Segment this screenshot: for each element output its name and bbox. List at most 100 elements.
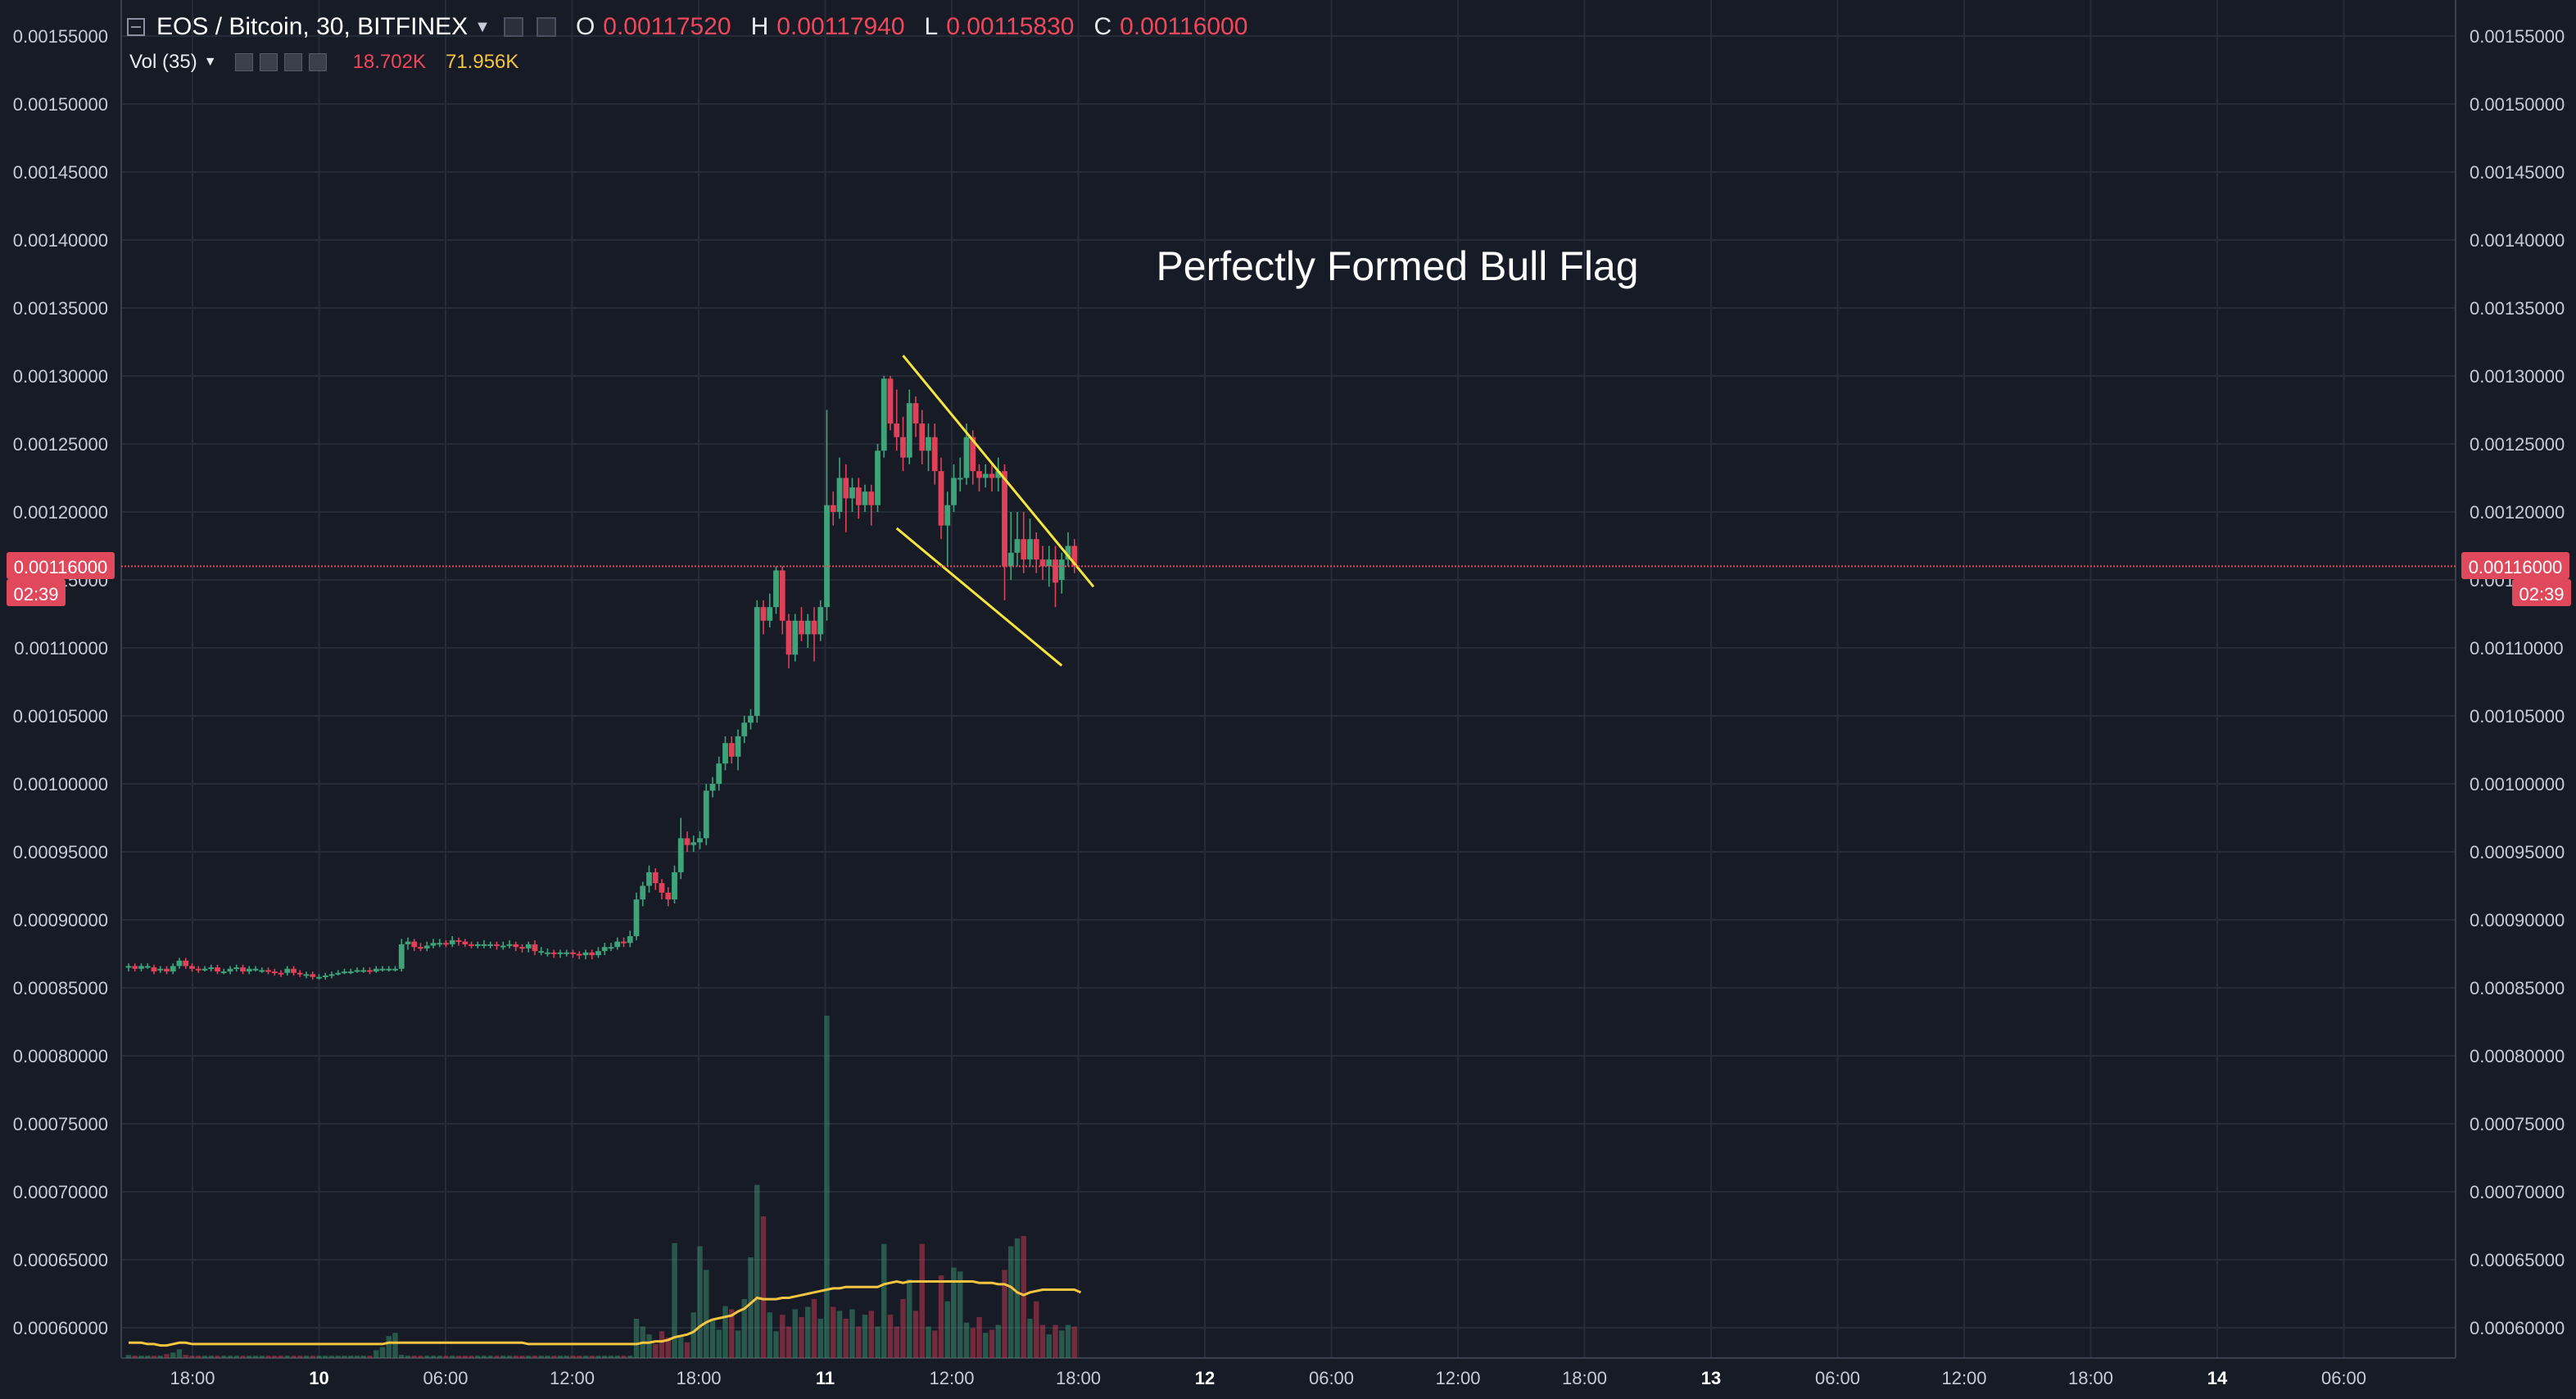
y-tick-label-left: 0.00155000 bbox=[13, 26, 108, 47]
candle bbox=[881, 376, 887, 458]
add-icon[interactable] bbox=[284, 53, 302, 71]
volume-bar bbox=[1059, 1330, 1064, 1358]
candle-body bbox=[247, 969, 252, 971]
candle-body bbox=[621, 942, 627, 944]
y-tick-label-left: 0.00135000 bbox=[13, 298, 108, 319]
candle-body bbox=[272, 971, 278, 973]
candle-body bbox=[278, 973, 284, 975]
volume-bar bbox=[831, 1307, 835, 1358]
volume-bar bbox=[888, 1315, 893, 1358]
volume-bar bbox=[234, 1356, 239, 1358]
chart-annotation: Perfectly Formed Bull Flag bbox=[1156, 243, 1638, 289]
candle-body bbox=[1021, 539, 1026, 559]
candle-body bbox=[685, 838, 690, 844]
candle bbox=[704, 784, 709, 845]
candle-body bbox=[355, 970, 360, 971]
y-tick-label-right: 0.00140000 bbox=[2470, 230, 2565, 251]
volume-bar bbox=[786, 1327, 791, 1358]
volume-indicator-label[interactable]: Vol (35) bbox=[129, 51, 197, 74]
candle-body bbox=[913, 403, 919, 423]
close-icon[interactable] bbox=[309, 53, 327, 71]
volume-bar bbox=[412, 1356, 417, 1358]
volume-bar bbox=[913, 1311, 918, 1358]
candle-body bbox=[659, 883, 665, 893]
candle-body bbox=[831, 505, 836, 512]
volume-bar bbox=[126, 1355, 131, 1358]
volume-bar bbox=[494, 1356, 499, 1358]
candle-body bbox=[786, 621, 792, 655]
volume-ma-value: 71.956K bbox=[446, 51, 518, 74]
candle-body bbox=[221, 971, 227, 973]
volume-bar bbox=[849, 1309, 854, 1358]
volume-bar bbox=[158, 1356, 163, 1358]
eye-icon[interactable] bbox=[235, 53, 253, 71]
y-tick-label-left: 0.00120000 bbox=[13, 502, 108, 523]
volume-bar bbox=[1027, 1319, 1032, 1358]
y-tick-label-right: 0.00075000 bbox=[2470, 1114, 2565, 1134]
collapse-icon[interactable] bbox=[127, 18, 145, 36]
volume-bar bbox=[310, 1356, 315, 1358]
eye-icon[interactable] bbox=[504, 17, 523, 37]
volume-legend[interactable]: Vol (35) ▼ 18.702K 71.956K bbox=[129, 51, 518, 74]
candle-body bbox=[678, 838, 684, 872]
candle-body bbox=[919, 423, 925, 450]
chevron-down-icon[interactable]: ▼ bbox=[204, 55, 217, 70]
candle-body bbox=[767, 607, 772, 621]
symbol-title[interactable]: EOS / Bitcoin, 30, BITFINEX bbox=[156, 13, 468, 41]
x-tick-label: 14 bbox=[2207, 1368, 2228, 1388]
candle-body bbox=[443, 943, 449, 944]
volume-bar bbox=[380, 1347, 385, 1358]
candle-body bbox=[367, 970, 373, 971]
volume-bar bbox=[285, 1356, 290, 1358]
volume-bar bbox=[469, 1356, 473, 1358]
x-tick-label: 13 bbox=[1701, 1368, 1721, 1388]
x-tick-label: 10 bbox=[309, 1368, 328, 1388]
candle-body bbox=[748, 716, 754, 722]
candle-body bbox=[126, 966, 132, 967]
candle-body bbox=[976, 471, 982, 478]
volume-bar bbox=[793, 1309, 798, 1358]
y-tick-label-right: 0.00145000 bbox=[2470, 162, 2565, 183]
candle-body bbox=[386, 969, 392, 971]
candle-body bbox=[411, 942, 417, 948]
volume-bar bbox=[475, 1356, 480, 1358]
high-value: 0.00117940 bbox=[776, 13, 904, 41]
candle-body bbox=[894, 423, 899, 437]
x-tick-label: 18:00 bbox=[170, 1368, 215, 1388]
volume-bar bbox=[392, 1333, 397, 1358]
candle-body bbox=[944, 505, 950, 526]
candle-body bbox=[240, 967, 246, 971]
chevron-down-icon[interactable]: ▼ bbox=[474, 18, 491, 37]
candle-body bbox=[342, 971, 347, 973]
volume-bar bbox=[272, 1356, 277, 1358]
volume-bar bbox=[247, 1356, 251, 1358]
volume-bar bbox=[958, 1271, 962, 1358]
candle-body bbox=[939, 471, 944, 525]
gear-icon[interactable] bbox=[260, 53, 278, 71]
candle-body bbox=[500, 946, 506, 948]
volume-bar bbox=[215, 1356, 220, 1358]
candle-body bbox=[437, 943, 442, 944]
candle-body bbox=[640, 886, 645, 900]
volume-bar bbox=[646, 1334, 651, 1358]
candle-body bbox=[1046, 559, 1052, 566]
volume-bar bbox=[177, 1349, 182, 1358]
y-tick-label-left: 0.00065000 bbox=[13, 1250, 108, 1270]
candle-body bbox=[868, 491, 874, 505]
volume-bar bbox=[570, 1356, 575, 1358]
candle-body bbox=[856, 487, 862, 505]
volume-bar bbox=[209, 1356, 214, 1358]
candle-body bbox=[132, 966, 138, 968]
gear-icon[interactable] bbox=[536, 17, 556, 37]
y-tick-label-left: 0.00110000 bbox=[14, 638, 108, 659]
symbol-legend[interactable]: EOS / Bitcoin, 30, BITFINEX ▼ O0.0011752… bbox=[127, 13, 1247, 41]
volume-bar bbox=[164, 1354, 169, 1358]
candle bbox=[754, 600, 760, 722]
candle-body bbox=[329, 974, 335, 976]
x-tick-label: 18:00 bbox=[1562, 1368, 1607, 1388]
volume-bar bbox=[418, 1356, 423, 1358]
candle-body bbox=[614, 942, 620, 948]
volume-bar bbox=[697, 1247, 702, 1358]
